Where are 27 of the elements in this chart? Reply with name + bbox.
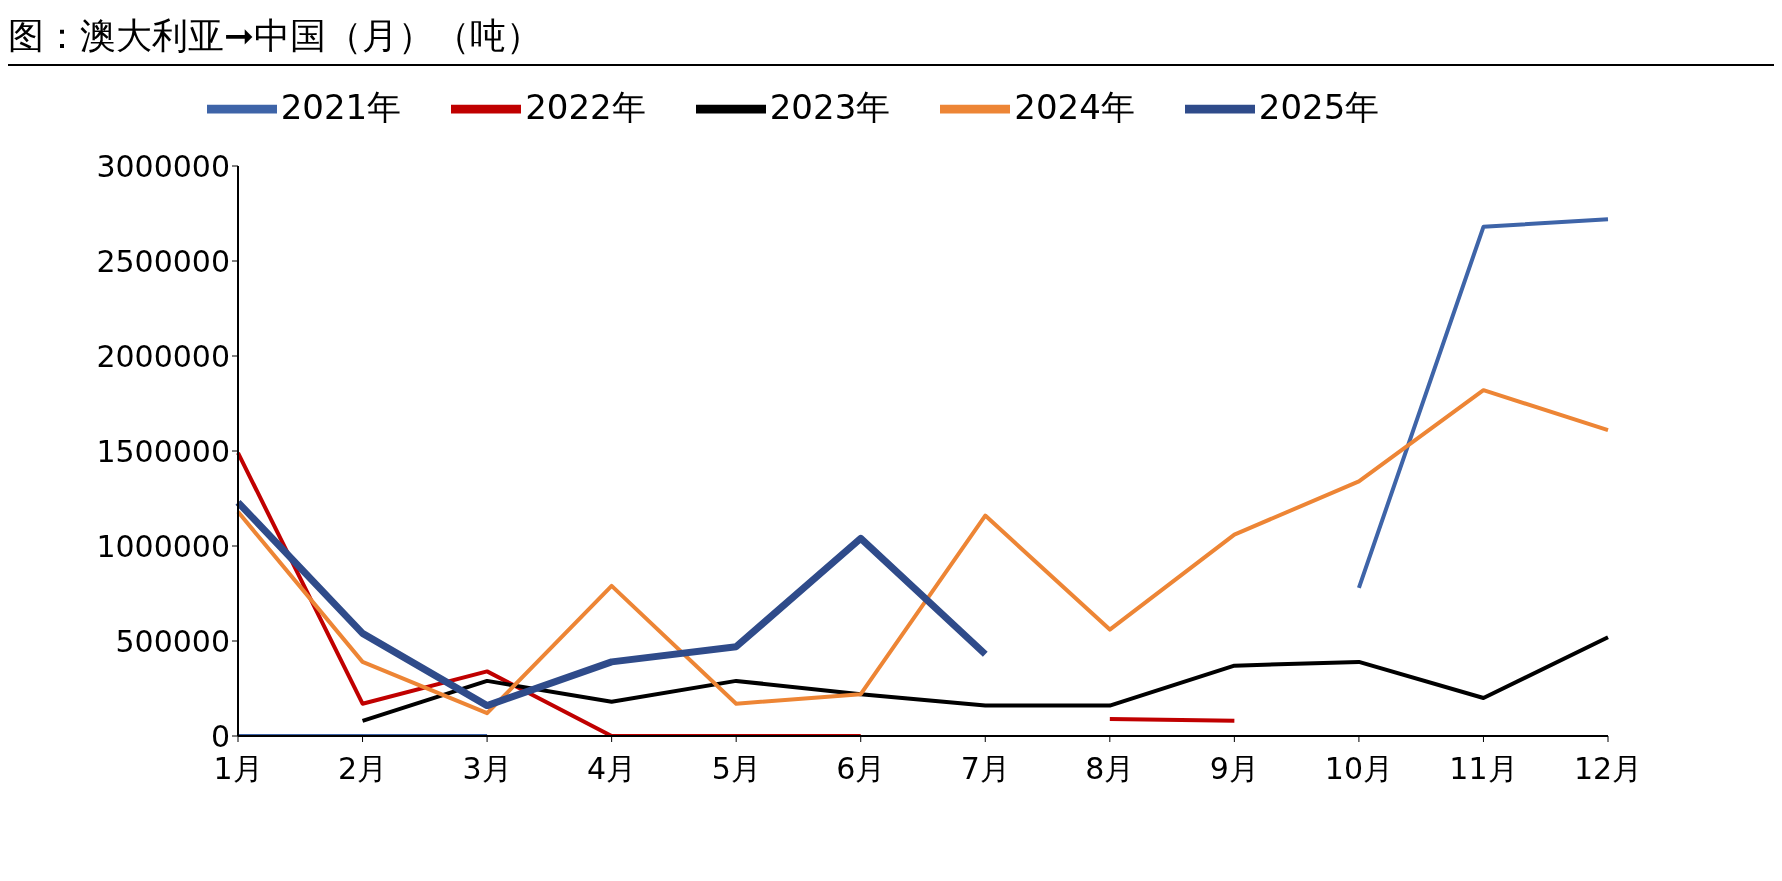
legend-label: 2021年 <box>280 86 402 127</box>
x-tick-label: 8月 <box>1085 751 1135 787</box>
y-tick-label: 1500000 <box>96 433 230 469</box>
x-tick-label: 5月 <box>711 751 761 787</box>
x-tick-label: 2月 <box>338 751 388 787</box>
y-tick-label: 3000000 <box>96 148 230 184</box>
chart-title: 图：澳大利亚➞中国（月）（吨） <box>8 8 1774 66</box>
y-tick-label: 500000 <box>115 623 230 659</box>
x-tick-label: 3月 <box>462 751 512 787</box>
y-tick-label: 0 <box>210 718 230 754</box>
x-tick-label: 10月 <box>1324 751 1393 787</box>
y-tick-label: 1000000 <box>96 528 230 564</box>
x-tick-label: 11月 <box>1449 751 1518 787</box>
y-tick-label: 2500000 <box>96 243 230 279</box>
legend-label: 2025年 <box>1258 86 1380 127</box>
x-tick-label: 6月 <box>836 751 886 787</box>
legend-label: 2024年 <box>1014 86 1135 127</box>
x-tick-label: 1月 <box>213 751 263 787</box>
y-tick-label: 2000000 <box>96 338 230 374</box>
line-series <box>360 635 1610 723</box>
legend-label: 2022年 <box>525 86 646 127</box>
x-tick-label: 4月 <box>587 751 637 787</box>
x-tick-label: 9月 <box>1209 751 1259 787</box>
legend-label: 2023年 <box>769 86 891 127</box>
line-series <box>236 388 1610 716</box>
x-tick-label: 7月 <box>960 751 1010 787</box>
x-tick-label: 12月 <box>1573 751 1643 787</box>
